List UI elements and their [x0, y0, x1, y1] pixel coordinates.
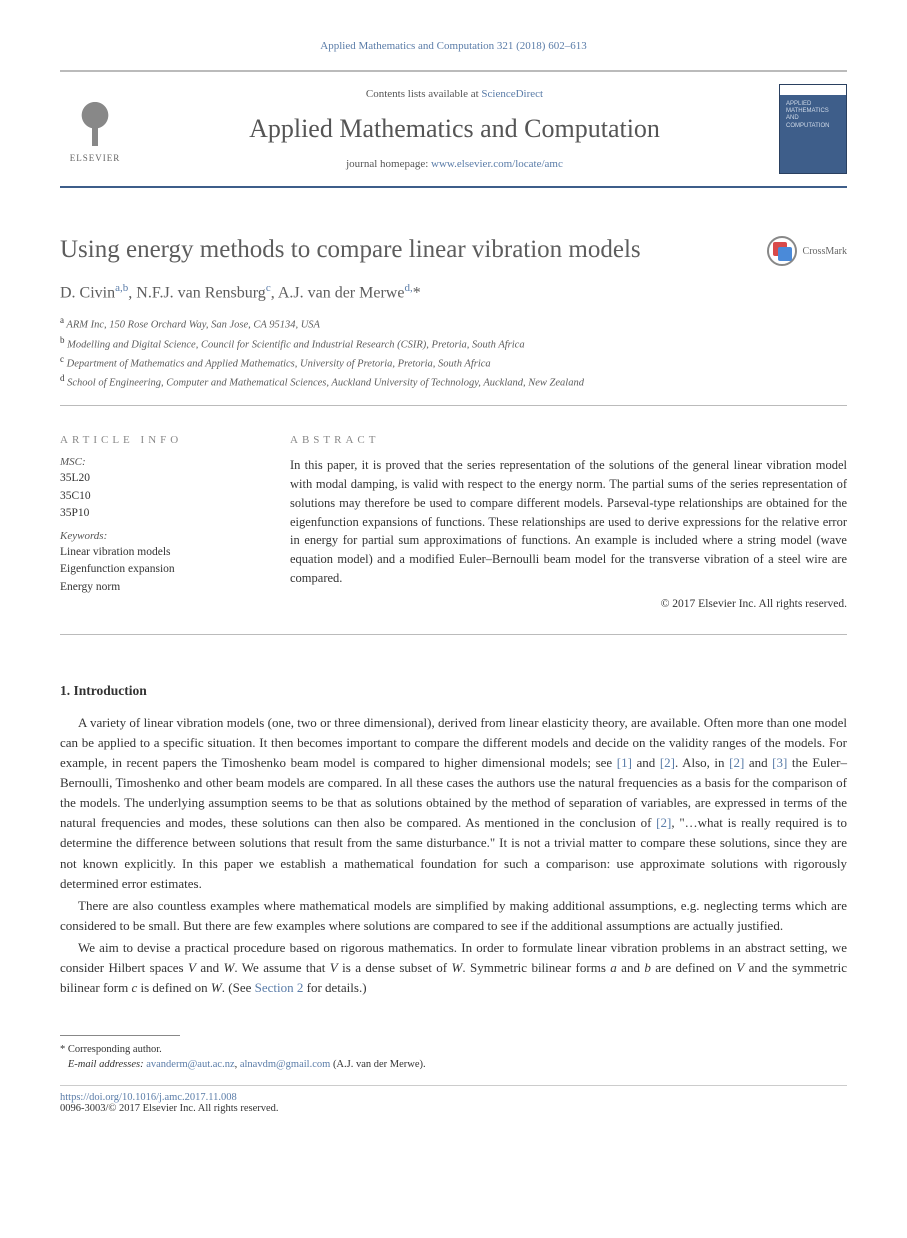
elsevier-tree-icon	[70, 96, 120, 151]
journal-header: ELSEVIER Contents lists available at Sci…	[60, 70, 847, 188]
elsevier-logo: ELSEVIER	[60, 89, 130, 169]
affiliations: a ARM Inc, 150 Rose Orchard Way, San Jos…	[60, 314, 847, 391]
doi-link[interactable]: https://doi.org/10.1016/j.amc.2017.11.00…	[60, 1092, 237, 1103]
affiliation: b Modelling and Digital Science, Council…	[60, 334, 847, 353]
keyword-item: Linear vibration models	[60, 544, 250, 561]
journal-center: Contents lists available at ScienceDirec…	[130, 88, 779, 170]
abstract-heading: abstract	[290, 434, 847, 446]
section-1-heading: 1. Introduction	[60, 683, 847, 699]
elsevier-name: ELSEVIER	[70, 153, 121, 163]
msc-item: 35C10	[60, 488, 250, 505]
email-2[interactable]: alnavdm@gmail.com	[240, 1059, 330, 1070]
email-label: E-mail addresses:	[68, 1059, 146, 1070]
title-section: CrossMark Using energy methods to compar…	[60, 236, 847, 406]
affiliation: a ARM Inc, 150 Rose Orchard Way, San Jos…	[60, 314, 847, 333]
crossmark-label: CrossMark	[803, 246, 847, 257]
article-title: Using energy methods to compare linear v…	[60, 236, 847, 264]
article-info-heading: article info	[60, 434, 250, 446]
authors: D. Civina,b, N.F.J. van Rensburgc, A.J. …	[60, 282, 847, 302]
corr-text: Corresponding author.	[68, 1044, 162, 1055]
affiliation: d School of Engineering, Computer and Ma…	[60, 372, 847, 391]
affiliation: c Department of Mathematics and Applied …	[60, 353, 847, 372]
crossmark-badge[interactable]: CrossMark	[767, 236, 847, 266]
keyword-item: Eigenfunction expansion	[60, 561, 250, 578]
homepage-line: journal homepage: www.elsevier.com/locat…	[130, 158, 779, 170]
contents-prefix: Contents lists available at	[366, 88, 481, 100]
email-suffix: (A.J. van der Merwe).	[330, 1059, 425, 1070]
abstract-text: In this paper, it is proved that the ser…	[290, 456, 847, 587]
journal-cover-thumbnail: APPLIED MATHEMATICS AND COMPUTATION	[779, 84, 847, 174]
footnote-separator	[60, 1035, 180, 1036]
contents-available: Contents lists available at ScienceDirec…	[130, 88, 779, 100]
info-abstract-row: article info MSC: 35L2035C1035P10 Keywor…	[60, 434, 847, 634]
intro-para-1: A variety of linear vibration models (on…	[60, 713, 847, 894]
abstract-copyright: © 2017 Elsevier Inc. All rights reserved…	[290, 598, 847, 610]
homepage-link[interactable]: www.elsevier.com/locate/amc	[431, 158, 563, 170]
rights-line: 0096-3003/© 2017 Elsevier Inc. All right…	[60, 1103, 847, 1114]
journal-cover-text: APPLIED MATHEMATICS AND COMPUTATION	[786, 101, 829, 130]
corresponding-author: * Corresponding author. E-mail addresses…	[60, 1042, 847, 1074]
crossmark-icon	[767, 236, 797, 266]
msc-item: 35L20	[60, 470, 250, 487]
homepage-prefix: journal homepage:	[346, 158, 431, 170]
email-1[interactable]: avanderm@aut.ac.nz	[146, 1059, 234, 1070]
corr-symbol: *	[60, 1044, 65, 1055]
sciencedirect-link[interactable]: ScienceDirect	[481, 88, 543, 100]
journal-title: Applied Mathematics and Computation	[130, 114, 779, 144]
intro-para-2: There are also countless examples where …	[60, 896, 847, 936]
doi-line: https://doi.org/10.1016/j.amc.2017.11.00…	[60, 1085, 847, 1103]
msc-label: MSC:	[60, 456, 250, 468]
article-info: article info MSC: 35L2035C1035P10 Keywor…	[60, 434, 250, 609]
citation-line: Applied Mathematics and Computation 321 …	[60, 40, 847, 52]
keywords-label: Keywords:	[60, 530, 250, 542]
keyword-item: Energy norm	[60, 579, 250, 596]
msc-item: 35P10	[60, 505, 250, 522]
abstract-column: abstract In this paper, it is proved tha…	[290, 434, 847, 609]
intro-para-3: We aim to devise a practical procedure b…	[60, 938, 847, 998]
